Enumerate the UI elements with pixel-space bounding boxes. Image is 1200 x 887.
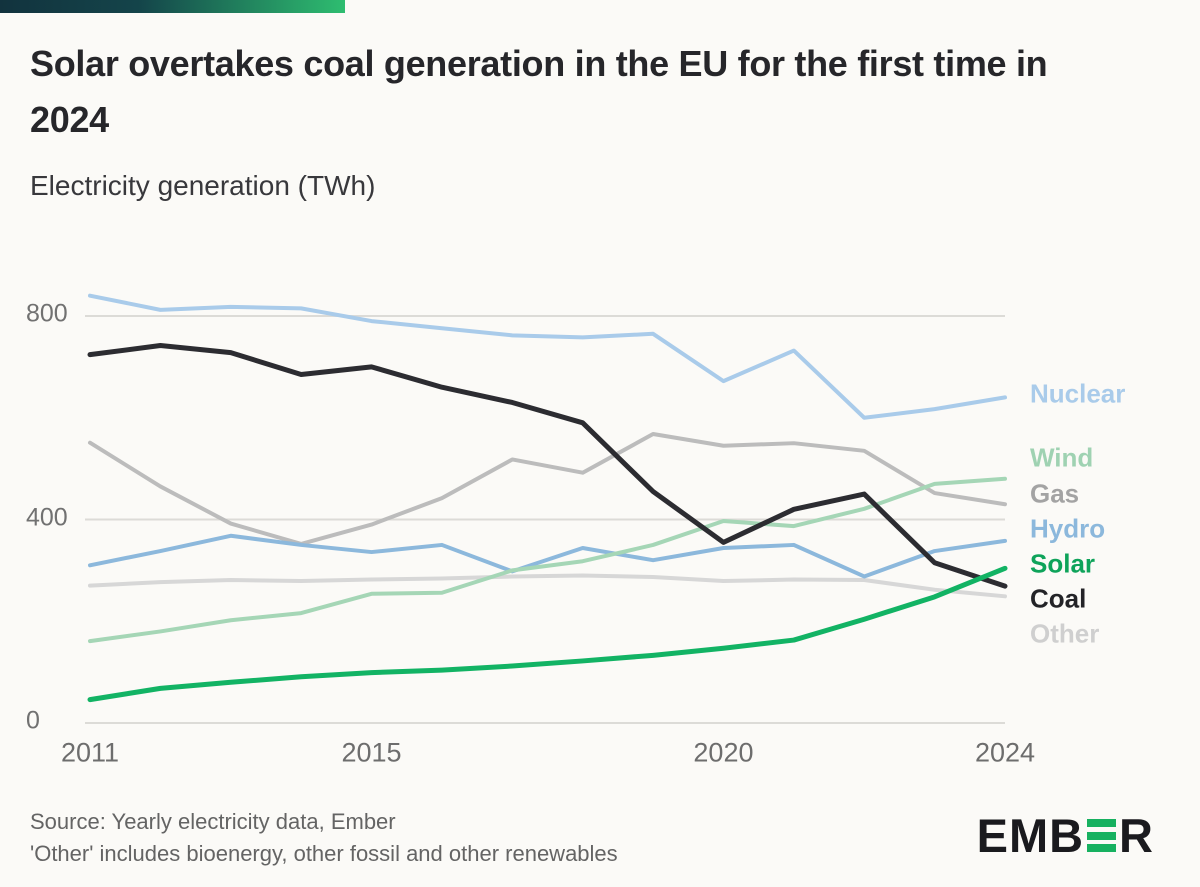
x-axis-tick-2015: 2015 xyxy=(341,737,402,768)
source-line-2: 'Other' includes bioenergy, other fossil… xyxy=(30,840,618,866)
page-title: Solar overtakes coal generation in the E… xyxy=(30,43,1048,140)
x-axis-tick-2011: 2011 xyxy=(60,737,120,768)
source-note: Source: Yearly electricity data, Ember '… xyxy=(30,806,618,870)
series-line-coal xyxy=(87,343,1008,589)
legend-wind: Wind xyxy=(1030,442,1094,473)
series-line-hydro xyxy=(88,533,1007,579)
ember-logo-text-right: R xyxy=(1119,809,1154,862)
legend-other: Other xyxy=(1030,618,1100,649)
x-axis-tick-2020: 2020 xyxy=(693,737,754,768)
ember-logo-bars-icon xyxy=(1087,819,1117,852)
ember-logo-text-left: EMB xyxy=(976,809,1085,862)
series-line-nuclear xyxy=(88,293,1007,420)
series-line-wind xyxy=(88,476,1007,644)
series-line-gas xyxy=(88,432,1007,546)
y-axis-tick-0: 0 xyxy=(26,706,40,735)
legend-gas: Gas xyxy=(1030,478,1080,509)
brand-gradient-bar xyxy=(0,0,345,13)
legend-solar: Solar xyxy=(1030,548,1096,579)
y-axis-tick-400: 400 xyxy=(26,503,68,531)
y-axis-tick-800: 800 xyxy=(26,299,68,328)
chart-subtitle: Electricity generation (TWh) xyxy=(30,170,376,201)
source-line-1: Source: Yearly electricity data, Ember xyxy=(30,809,396,834)
legend-nuclear: Nuclear xyxy=(1030,378,1126,409)
x-axis-tick-2024: 2024 xyxy=(974,737,1036,768)
legend-hydro: Hydro xyxy=(1030,513,1106,544)
series-line-solar xyxy=(87,565,1008,703)
ember-logo: EMB R xyxy=(977,808,1154,863)
series-line-other xyxy=(88,573,1007,599)
legend-coal: Coal xyxy=(1030,583,1087,614)
